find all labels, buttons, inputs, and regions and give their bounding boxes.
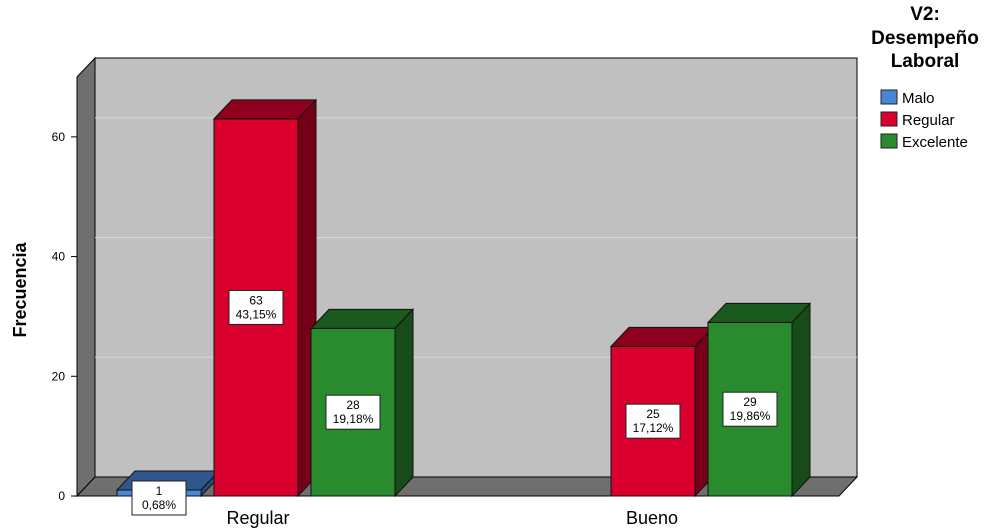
data-label-box: [722, 391, 778, 427]
y-axis-label: Frecuencia: [10, 241, 30, 337]
data-label-count: 1: [156, 484, 163, 498]
legend-swatch-excelente: [880, 133, 898, 149]
legend-title: Laboral: [891, 51, 960, 72]
legend-label-malo: Malo: [902, 90, 935, 107]
legend-label-excelente: Excelente: [902, 134, 968, 151]
data-label-box: [325, 394, 381, 430]
data-label-percent: 19,18%: [333, 412, 374, 426]
y-tick-label: 40: [52, 250, 66, 264]
legend-label-regular: Regular: [902, 112, 955, 129]
data-label-count: 25: [646, 407, 660, 421]
data-label-percent: 0,68%: [142, 498, 176, 512]
bar-side-excelente-bueno: [791, 302, 811, 498]
data-label-box: [228, 289, 284, 325]
data-label-box: [131, 480, 187, 516]
legend-title: Desempeño: [871, 28, 979, 49]
y-tick-label: 60: [52, 130, 66, 144]
y-tick-label: 0: [58, 489, 65, 503]
bar-side-excelente-regular: [394, 308, 414, 498]
legend-swatch-regular: [880, 111, 898, 127]
x-axis: Regular Bueno: [226, 508, 678, 528]
data-label-percent: 19,86%: [730, 409, 771, 423]
data-label-box: [625, 403, 681, 439]
x-tick-label-bueno: Bueno: [626, 508, 678, 528]
x-tick-label-regular: Regular: [226, 508, 289, 528]
legend-title: V2:: [910, 4, 940, 25]
data-label-malo-regular: 10,68%: [131, 480, 187, 516]
data-label-count: 28: [346, 398, 360, 412]
y-tick-label: 20: [52, 369, 66, 383]
side-wall: [76, 56, 96, 498]
data-label-count: 29: [743, 395, 757, 409]
data-label-percent: 43,15%: [236, 307, 277, 321]
data-label-count: 63: [249, 293, 263, 307]
y-axis: 0 20 40 60: [52, 130, 77, 503]
data-label-percent: 17,12%: [633, 421, 674, 435]
legend-swatch-malo: [880, 89, 898, 105]
